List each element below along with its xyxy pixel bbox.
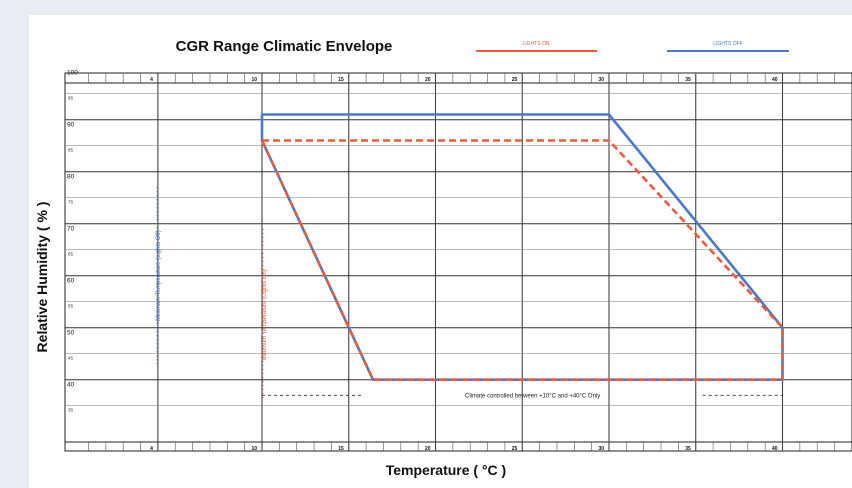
x-tick-label-bottom: 25 <box>512 446 518 452</box>
x-tick-label-top: 35 <box>685 77 691 83</box>
y-tick-label: 100 <box>67 70 78 77</box>
y-tick-label: 40 <box>67 382 75 389</box>
x-tick-label-top: 15 <box>338 77 344 83</box>
x-tick-label-bottom: 20 <box>425 446 431 452</box>
plot-frame <box>64 72 852 452</box>
y-minor-tick-label: 95 <box>68 96 74 101</box>
legend-label-lights-off: LIGHTS OFF <box>713 41 742 47</box>
min-temp-lights-off-label: Minimum Temperature (Lights Off) <box>156 230 162 321</box>
y-tick-label: 90 <box>67 122 75 129</box>
x-tick-label-bottom: 10 <box>251 446 257 452</box>
min-temp-lights-on-label: Minimum Temperature (Lights On) <box>262 269 268 360</box>
y-tick-label: 80 <box>67 174 75 181</box>
y-tick-label: 70 <box>67 226 75 233</box>
labels: CGR Range Climatic Envelope Temperature … <box>34 38 789 478</box>
x-tick-label-bottom: 30 <box>598 446 604 452</box>
y-tick-label: 50 <box>67 330 75 337</box>
x-tick-label-bottom: 4 <box>150 446 153 452</box>
x-tick-label-bottom: 40 <box>772 446 778 452</box>
chart: 4 4 10 10 15 15 20 20 25 25 30 30 35 35 40 40 100 90 80 70 6… <box>34 38 852 478</box>
x-axis-label: Temperature ( °C ) <box>386 462 506 478</box>
x-tick-label-top: 25 <box>512 77 518 83</box>
y-minor-tick-label: 75 <box>68 200 74 205</box>
x-tick-label-top: 10 <box>251 77 257 83</box>
x-tick-label-bottom: 35 <box>685 446 691 452</box>
y-minor-tick-label: 45 <box>68 356 74 361</box>
x-tick-label-bottom: 15 <box>338 446 344 452</box>
legend-label-lights-on: LIGHTS ON <box>523 41 550 47</box>
x-tick-label-top: 4 <box>150 77 153 83</box>
grid: 4 4 10 10 15 15 20 20 25 25 30 30 35 35 40 40 100 90 80 70 6… <box>64 70 852 452</box>
x-tick-label-top: 20 <box>425 77 431 83</box>
x-tick-label-top: 40 <box>772 77 778 83</box>
series <box>156 113 784 401</box>
series-lights-on <box>260 139 784 382</box>
x-tick-label-top: 30 <box>598 77 604 83</box>
y-minor-tick-label: 65 <box>68 252 74 257</box>
y-axis-label: Relative Humidity ( % ) <box>34 202 50 353</box>
y-minor-tick-label: 85 <box>68 148 74 153</box>
y-minor-tick-label: 55 <box>68 304 74 309</box>
y-minor-tick-label: 35 <box>68 408 74 413</box>
y-tick-label: 60 <box>67 278 75 285</box>
climate-note: Climate controlled between +10°C and +40… <box>465 393 600 399</box>
chart-title: CGR Range Climatic Envelope <box>176 38 393 55</box>
chart-card: 4 4 10 10 15 15 20 20 25 25 30 30 35 35 40 40 100 90 80 70 6… <box>29 15 852 488</box>
